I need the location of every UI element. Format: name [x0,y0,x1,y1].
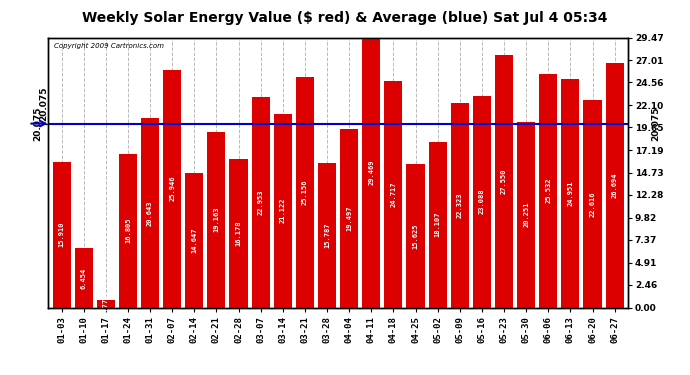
Bar [97,300,115,307]
Text: 19.163: 19.163 [213,207,219,232]
Bar [296,77,314,308]
Bar [318,163,336,308]
Text: 16.178: 16.178 [235,220,242,246]
Text: 22.323: 22.323 [457,192,463,218]
Bar [406,164,424,308]
Bar [208,132,226,308]
Bar [606,63,624,308]
Text: Copyright 2009 Cartronics.com: Copyright 2009 Cartronics.com [54,43,164,49]
Text: 26.694: 26.694 [611,172,618,198]
Text: Weekly Solar Energy Value ($ red) & Average (blue) Sat Jul 4 05:34: Weekly Solar Energy Value ($ red) & Aver… [82,11,608,25]
Text: 6.454: 6.454 [81,267,87,288]
Text: 21.122: 21.122 [279,198,286,223]
Bar [428,142,446,308]
Text: 18.107: 18.107 [435,212,441,237]
Text: 14.647: 14.647 [191,228,197,253]
Bar [384,81,402,308]
Bar [163,70,181,308]
Bar [141,118,159,308]
Text: 20.643: 20.643 [147,200,153,226]
Bar [473,96,491,308]
Text: 25.946: 25.946 [169,176,175,201]
Bar [584,100,602,308]
Bar [340,129,358,308]
Text: 24.717: 24.717 [391,182,397,207]
Text: 15.787: 15.787 [324,222,330,248]
Bar [52,162,70,308]
Text: 19.497: 19.497 [346,206,352,231]
Bar [561,79,580,308]
Text: 20.075: 20.075 [39,86,48,121]
Text: 16.805: 16.805 [125,218,131,243]
Bar [185,173,204,308]
Bar [119,153,137,308]
Text: 25.532: 25.532 [545,178,551,203]
Bar [75,248,92,308]
Bar [451,103,469,308]
Text: 20.251: 20.251 [523,202,529,228]
Text: 24.951: 24.951 [567,180,573,206]
Bar [495,55,513,308]
Bar [274,114,292,308]
Text: 15.910: 15.910 [59,222,65,248]
Bar [539,74,558,308]
Text: 27.550: 27.550 [501,168,507,194]
Text: 22.616: 22.616 [589,191,595,217]
Bar [362,38,380,308]
Text: 22.953: 22.953 [257,190,264,215]
Text: 29.469: 29.469 [368,160,374,185]
Text: 25.156: 25.156 [302,180,308,205]
Bar [517,122,535,308]
Text: 0.772: 0.772 [103,293,109,315]
Text: 15.625: 15.625 [413,223,419,249]
Text: 20.075: 20.075 [651,106,660,141]
Bar [252,97,270,308]
Text: 23.088: 23.088 [479,189,485,214]
Bar [230,159,248,308]
